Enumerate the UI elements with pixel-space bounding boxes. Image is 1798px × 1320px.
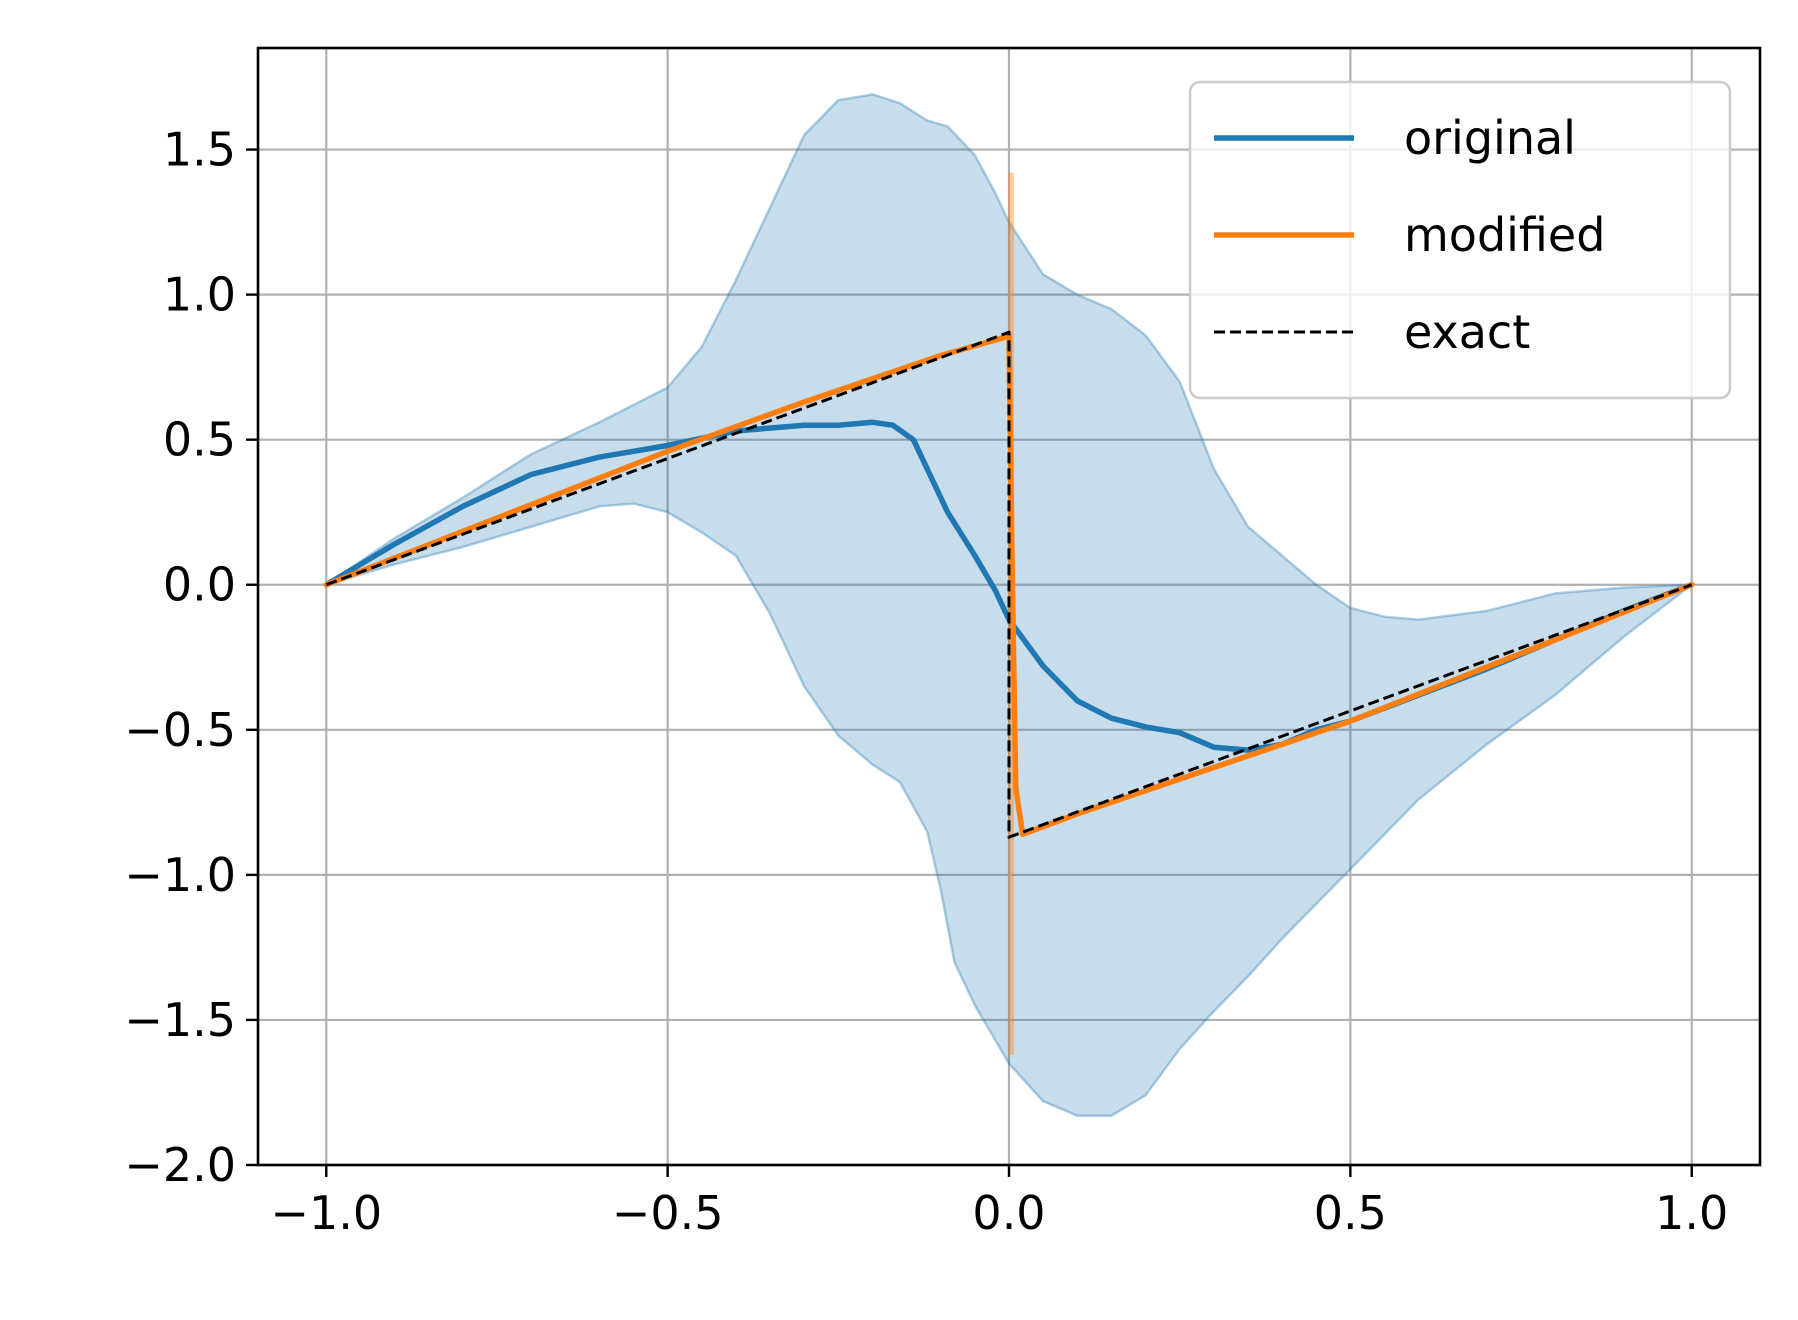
legend-label-exact: exact xyxy=(1404,305,1530,359)
x-tick-label-4: 1.0 xyxy=(1655,1186,1728,1240)
y-tick-label-2: −1.0 xyxy=(124,848,236,902)
legend-box xyxy=(1188,80,1732,400)
y-tick-label-5: 0.5 xyxy=(163,413,236,467)
x-tick-label-3: 0.5 xyxy=(1314,1186,1387,1240)
y-tick-label-0: −2.0 xyxy=(124,1138,236,1192)
series-lines xyxy=(323,330,1695,839)
x-tick-label-2: 0.0 xyxy=(972,1186,1045,1240)
x-tick-label-1: −0.5 xyxy=(612,1186,724,1240)
y-tick-label-7: 1.5 xyxy=(163,123,236,177)
legend-label-original: original xyxy=(1404,111,1576,165)
y-tick-label-1: −1.5 xyxy=(124,993,236,1047)
legend: original modified exact xyxy=(1188,80,1732,400)
x-tick-label-0: −1.0 xyxy=(270,1186,382,1240)
y-tick-label-6: 1.0 xyxy=(163,268,236,322)
y-tick-label-3: −0.5 xyxy=(124,703,236,757)
axis-ticks: −1.0 −0.5 0.0 0.5 1.0 −2.0 −1.5 −1.0 −0.5 0.0 0.5 1… xyxy=(124,123,1728,1240)
legend-label-modified: modified xyxy=(1404,208,1605,262)
y-tick-label-4: 0.0 xyxy=(163,558,236,612)
series-line-exact xyxy=(325,330,1693,839)
series-line-modified xyxy=(323,332,1695,838)
